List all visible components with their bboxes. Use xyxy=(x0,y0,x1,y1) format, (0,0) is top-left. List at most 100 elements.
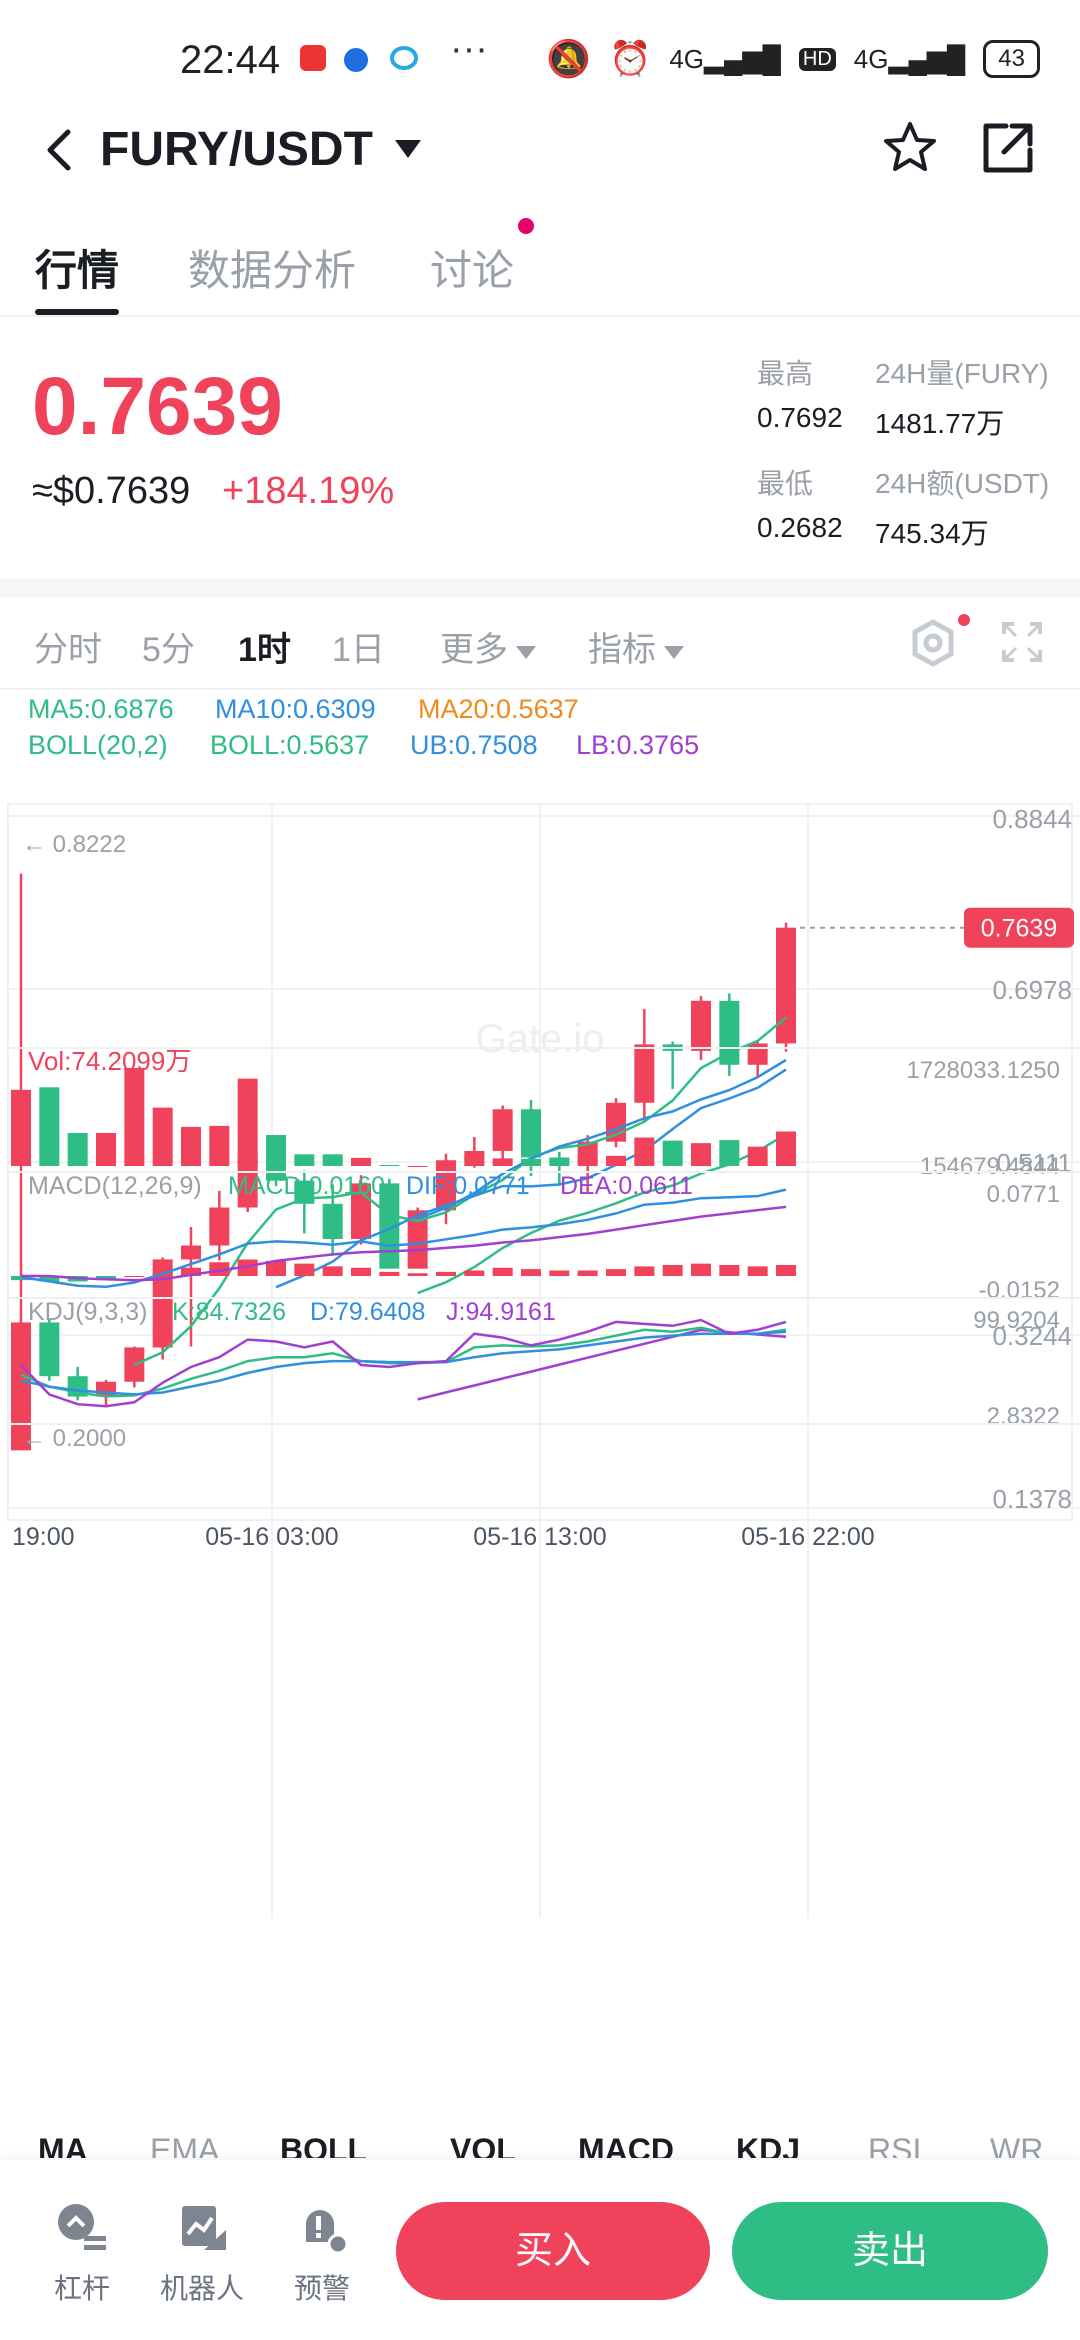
kdj-j-line xyxy=(20,1318,787,1408)
ma5-legend: MA5:0.6876 xyxy=(28,694,174,724)
robot-tool[interactable]: 机器人 xyxy=(142,2200,262,2307)
volume-bar xyxy=(747,1146,768,1166)
tf-indicator[interactable]: 指标 xyxy=(588,622,684,671)
macd-histogram-bar xyxy=(776,1265,796,1276)
time-axis-label: 05-16 22:00 xyxy=(741,1523,874,1551)
macd-histogram-bar xyxy=(39,1276,60,1282)
signal-1-icon: 4G▂▄▆█ xyxy=(669,43,781,74)
macd-histogram-bar xyxy=(577,1270,598,1276)
volume-bar xyxy=(96,1132,116,1166)
share-icon[interactable] xyxy=(980,120,1036,176)
favorite-star-icon[interactable] xyxy=(880,118,940,178)
tf-timeshare[interactable]: 分时 xyxy=(34,631,102,669)
amount-value: 745.34万 xyxy=(875,518,989,549)
low-value: 0.2682 xyxy=(757,512,843,543)
volume-bar xyxy=(237,1078,258,1166)
macd-histogram-bar xyxy=(237,1259,258,1276)
tf-1day[interactable]: 1日 xyxy=(332,631,385,669)
macd-histogram-bar xyxy=(436,1271,456,1276)
candle-body xyxy=(39,1322,60,1377)
volume-bar xyxy=(294,1154,315,1166)
macd-axis-top: 0.0771 xyxy=(987,1181,1060,1208)
pair-dropdown-caret-icon[interactable] xyxy=(395,140,421,158)
page-tabs: 行情 数据分析 讨论 xyxy=(0,225,1080,317)
price-axis-label: 0.3244 xyxy=(992,1321,1072,1351)
kdj-axis-bottom: 2.8322 xyxy=(987,1403,1060,1430)
ma10-legend: MA10:0.6309 xyxy=(215,694,376,724)
back-arrow-icon[interactable] xyxy=(30,120,90,180)
volume-bar xyxy=(181,1126,201,1166)
discussion-notification-dot xyxy=(518,218,534,234)
more-dots-icon: ··· xyxy=(450,28,488,70)
candle-body xyxy=(152,1259,173,1348)
time-axis-label: 19:00 xyxy=(12,1523,75,1551)
volume-bar xyxy=(549,1158,570,1166)
ind-tab-ema[interactable]: EMA xyxy=(150,2132,220,2158)
kdj-j: J:94.9161 xyxy=(446,1298,556,1326)
volume-bar xyxy=(776,1131,796,1166)
app-notification-icon xyxy=(300,45,326,71)
alert-tool[interactable]: 预警 xyxy=(262,2200,382,2307)
watermark: Gate.io xyxy=(476,1017,605,1061)
pair-title[interactable]: FURY/USDT xyxy=(100,123,373,176)
tab-discussion[interactable]: 讨论 xyxy=(430,247,515,294)
macd-histogram-bar xyxy=(549,1270,570,1276)
volume-bar xyxy=(209,1125,230,1166)
volume-bar xyxy=(11,1089,31,1166)
macd-histogram-bar xyxy=(294,1263,315,1276)
macd-dif-line xyxy=(20,1188,787,1289)
leverage-tool[interactable]: 杠杆 xyxy=(22,2200,142,2307)
tf-5min[interactable]: 5分 xyxy=(142,631,195,669)
volume-bar xyxy=(606,1155,626,1166)
chevron-down-icon xyxy=(516,645,536,659)
mute-icon: 🔕 xyxy=(546,38,591,79)
volume-bar xyxy=(691,1143,711,1166)
fullscreen-icon[interactable] xyxy=(1000,620,1044,664)
boll-upper-line xyxy=(417,1058,787,1220)
ind-tab-wr[interactable]: WR xyxy=(990,2132,1044,2158)
volume-bar xyxy=(407,1166,428,1167)
volume-bar xyxy=(39,1087,60,1166)
alert-label: 预警 xyxy=(293,2273,350,2304)
macd-histogram-bar xyxy=(662,1265,683,1276)
macd-dea: DEA:0.0611 xyxy=(560,1172,693,1200)
time-axis-label: 05-16 03:00 xyxy=(205,1523,338,1551)
macd-dif: DIF:0.0771 xyxy=(406,1172,530,1200)
high-marker-label: ← 0.8222 xyxy=(22,831,126,858)
change-percent: +184.19% xyxy=(222,470,395,512)
ind-tab-rsi[interactable]: RSI xyxy=(868,2132,922,2158)
ind-tab-boll[interactable]: BOLL xyxy=(280,2132,368,2158)
tf-more[interactable]: 更多 xyxy=(440,622,536,671)
macd-histogram-bar xyxy=(266,1260,286,1276)
sell-button[interactable]: 卖出 xyxy=(732,2202,1048,2300)
volume-axis-top: 1728033.1250 xyxy=(907,1057,1061,1084)
macd-histogram-bar xyxy=(379,1271,400,1276)
buy-button[interactable]: 买入 xyxy=(396,2202,710,2300)
macd-histogram-bar xyxy=(719,1265,740,1276)
high-value: 0.7692 xyxy=(757,402,843,433)
ind-tab-macd[interactable]: MACD xyxy=(578,2132,674,2158)
macd-histogram-bar xyxy=(691,1263,711,1276)
volume-bar xyxy=(436,1162,456,1166)
tab-market[interactable]: 行情 xyxy=(35,247,120,294)
settings-notification-dot xyxy=(958,614,970,626)
macd-histogram-bar xyxy=(181,1267,201,1276)
candle-body xyxy=(634,1044,655,1103)
chart-settings-icon[interactable] xyxy=(908,618,958,668)
ind-tab-vol[interactable]: VOL xyxy=(450,2132,516,2158)
status-time: 22:44 xyxy=(180,38,281,82)
usd-price: ≈$0.7639 xyxy=(32,470,191,512)
tab-data-analysis[interactable]: 数据分析 xyxy=(188,247,357,294)
ind-tab-kdj[interactable]: KDJ xyxy=(736,2132,801,2158)
boll-mid-legend: BOLL:0.5637 xyxy=(210,730,370,760)
ind-tab-ma[interactable]: MA xyxy=(38,2132,88,2158)
tf-more-label: 更多 xyxy=(440,631,508,669)
candle-body xyxy=(11,1322,31,1451)
tf-1hour[interactable]: 1时 xyxy=(238,631,291,669)
last-price: 0.7639 xyxy=(32,361,283,452)
candle-body xyxy=(181,1245,201,1260)
section-divider xyxy=(0,578,1080,598)
kdj-k: K:84.7326 xyxy=(172,1298,286,1326)
app-notification-icon-2 xyxy=(344,48,368,72)
